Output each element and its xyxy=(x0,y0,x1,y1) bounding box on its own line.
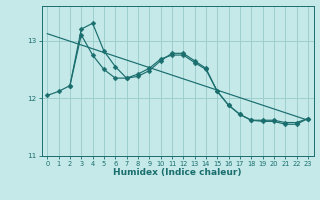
X-axis label: Humidex (Indice chaleur): Humidex (Indice chaleur) xyxy=(113,168,242,177)
